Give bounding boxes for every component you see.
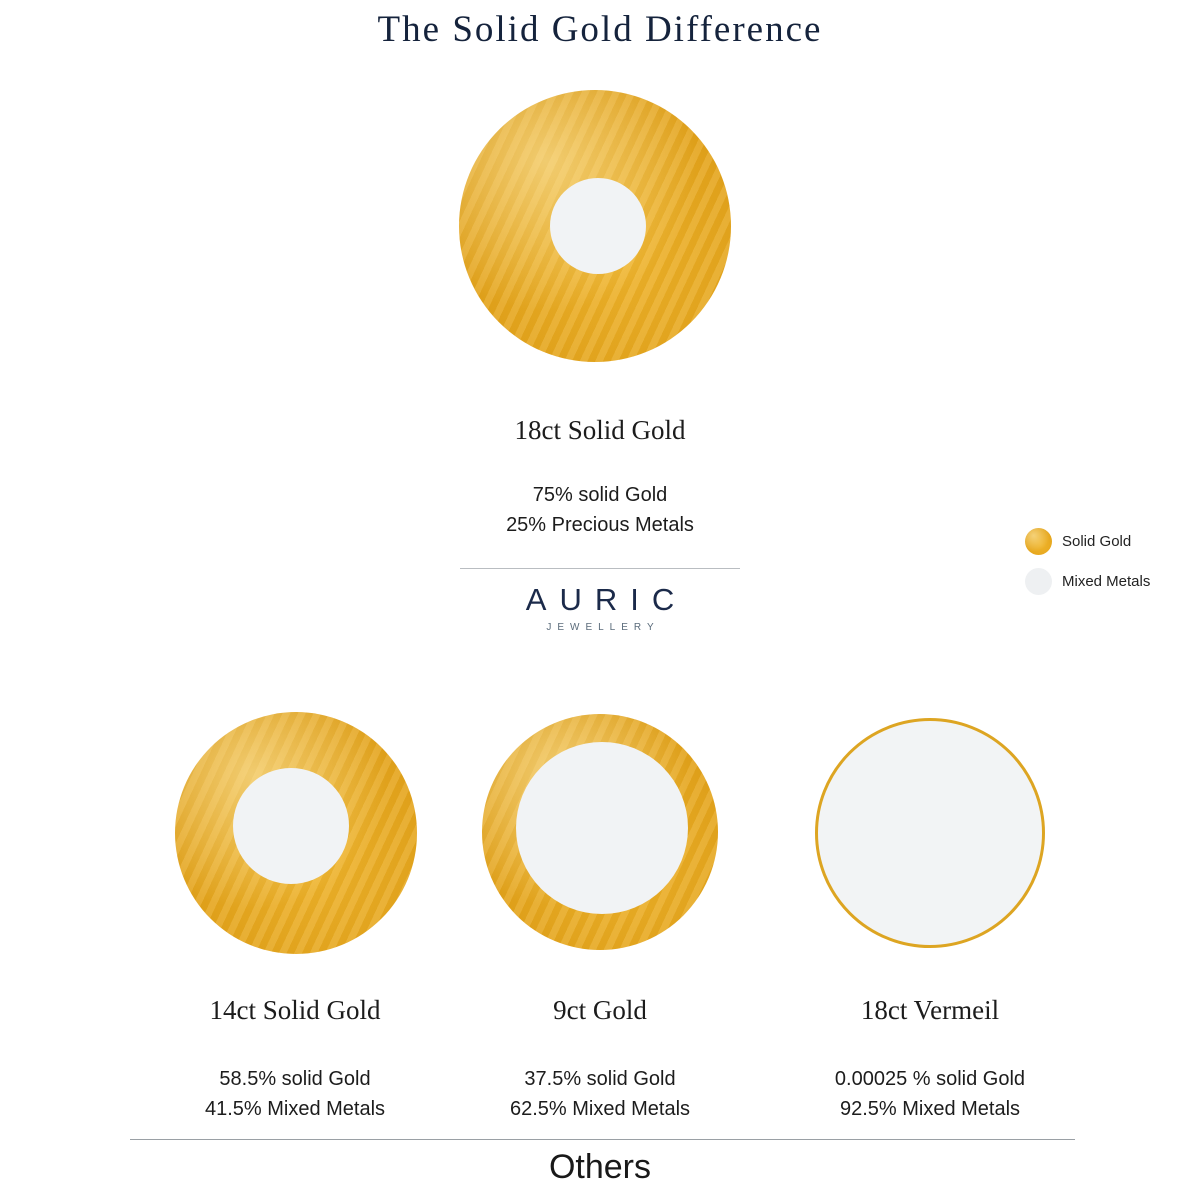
legend-item-mixed-metals: Mixed Metals <box>1025 568 1150 595</box>
donut-18ct-solid-gold <box>459 90 731 362</box>
brand-logo: AURIC <box>525 582 688 617</box>
others-label: Others <box>548 1148 652 1186</box>
donut-9ct-gold <box>482 714 718 950</box>
stat-line-gold: 58.5% solid Gold <box>219 1068 371 1090</box>
legend-label-mixed-metals: Mixed Metals <box>1062 573 1151 590</box>
circle-18ct-vermeil <box>815 718 1045 948</box>
donut-18ct-mixed-core <box>550 178 646 274</box>
divider-top <box>460 568 740 569</box>
solid-gold-swatch-icon <box>1025 528 1052 555</box>
mixed-metals-swatch-icon <box>1025 568 1052 595</box>
donut-14ct-mixed-core <box>233 768 349 884</box>
label-14ct-solid-gold: 14ct Solid Gold <box>209 995 381 1025</box>
stat-line-metals: 62.5% Mixed Metals <box>509 1098 691 1120</box>
label-9ct-gold: 9ct Gold <box>553 995 647 1025</box>
brand-subtitle: JEWELLERY <box>546 622 660 633</box>
stat-line-gold: 75% solid Gold <box>532 484 668 506</box>
divider-bottom <box>130 1139 1075 1140</box>
donut-14ct-solid-gold <box>175 712 417 954</box>
stats-18ct-vermeil: 0.00025 % solid Gold 92.5% Mixed Metals <box>750 1064 1110 1124</box>
legend: Solid Gold Mixed Metals <box>1025 528 1150 595</box>
stat-line-gold: 37.5% solid Gold <box>524 1068 676 1090</box>
label-18ct-vermeil: 18ct Vermeil <box>860 995 1000 1025</box>
stat-line-metals: 41.5% Mixed Metals <box>204 1098 386 1120</box>
stat-line-metals: 92.5% Mixed Metals <box>839 1098 1021 1120</box>
legend-item-solid-gold: Solid Gold <box>1025 528 1150 555</box>
stats-14ct-solid-gold: 58.5% solid Gold 41.5% Mixed Metals <box>125 1064 465 1124</box>
donut-9ct-mixed-core <box>516 742 688 914</box>
stats-9ct-gold: 37.5% solid Gold 62.5% Mixed Metals <box>430 1064 770 1124</box>
stat-line-metals: 25% Precious Metals <box>506 514 694 536</box>
page-title: The Solid Gold Difference <box>377 9 823 50</box>
stats-18ct-solid-gold: 75% solid Gold 25% Precious Metals <box>400 480 800 540</box>
stat-line-gold: 0.00025 % solid Gold <box>834 1068 1026 1090</box>
label-18ct-solid-gold: 18ct Solid Gold <box>514 415 686 445</box>
legend-label-solid-gold: Solid Gold <box>1062 533 1132 550</box>
